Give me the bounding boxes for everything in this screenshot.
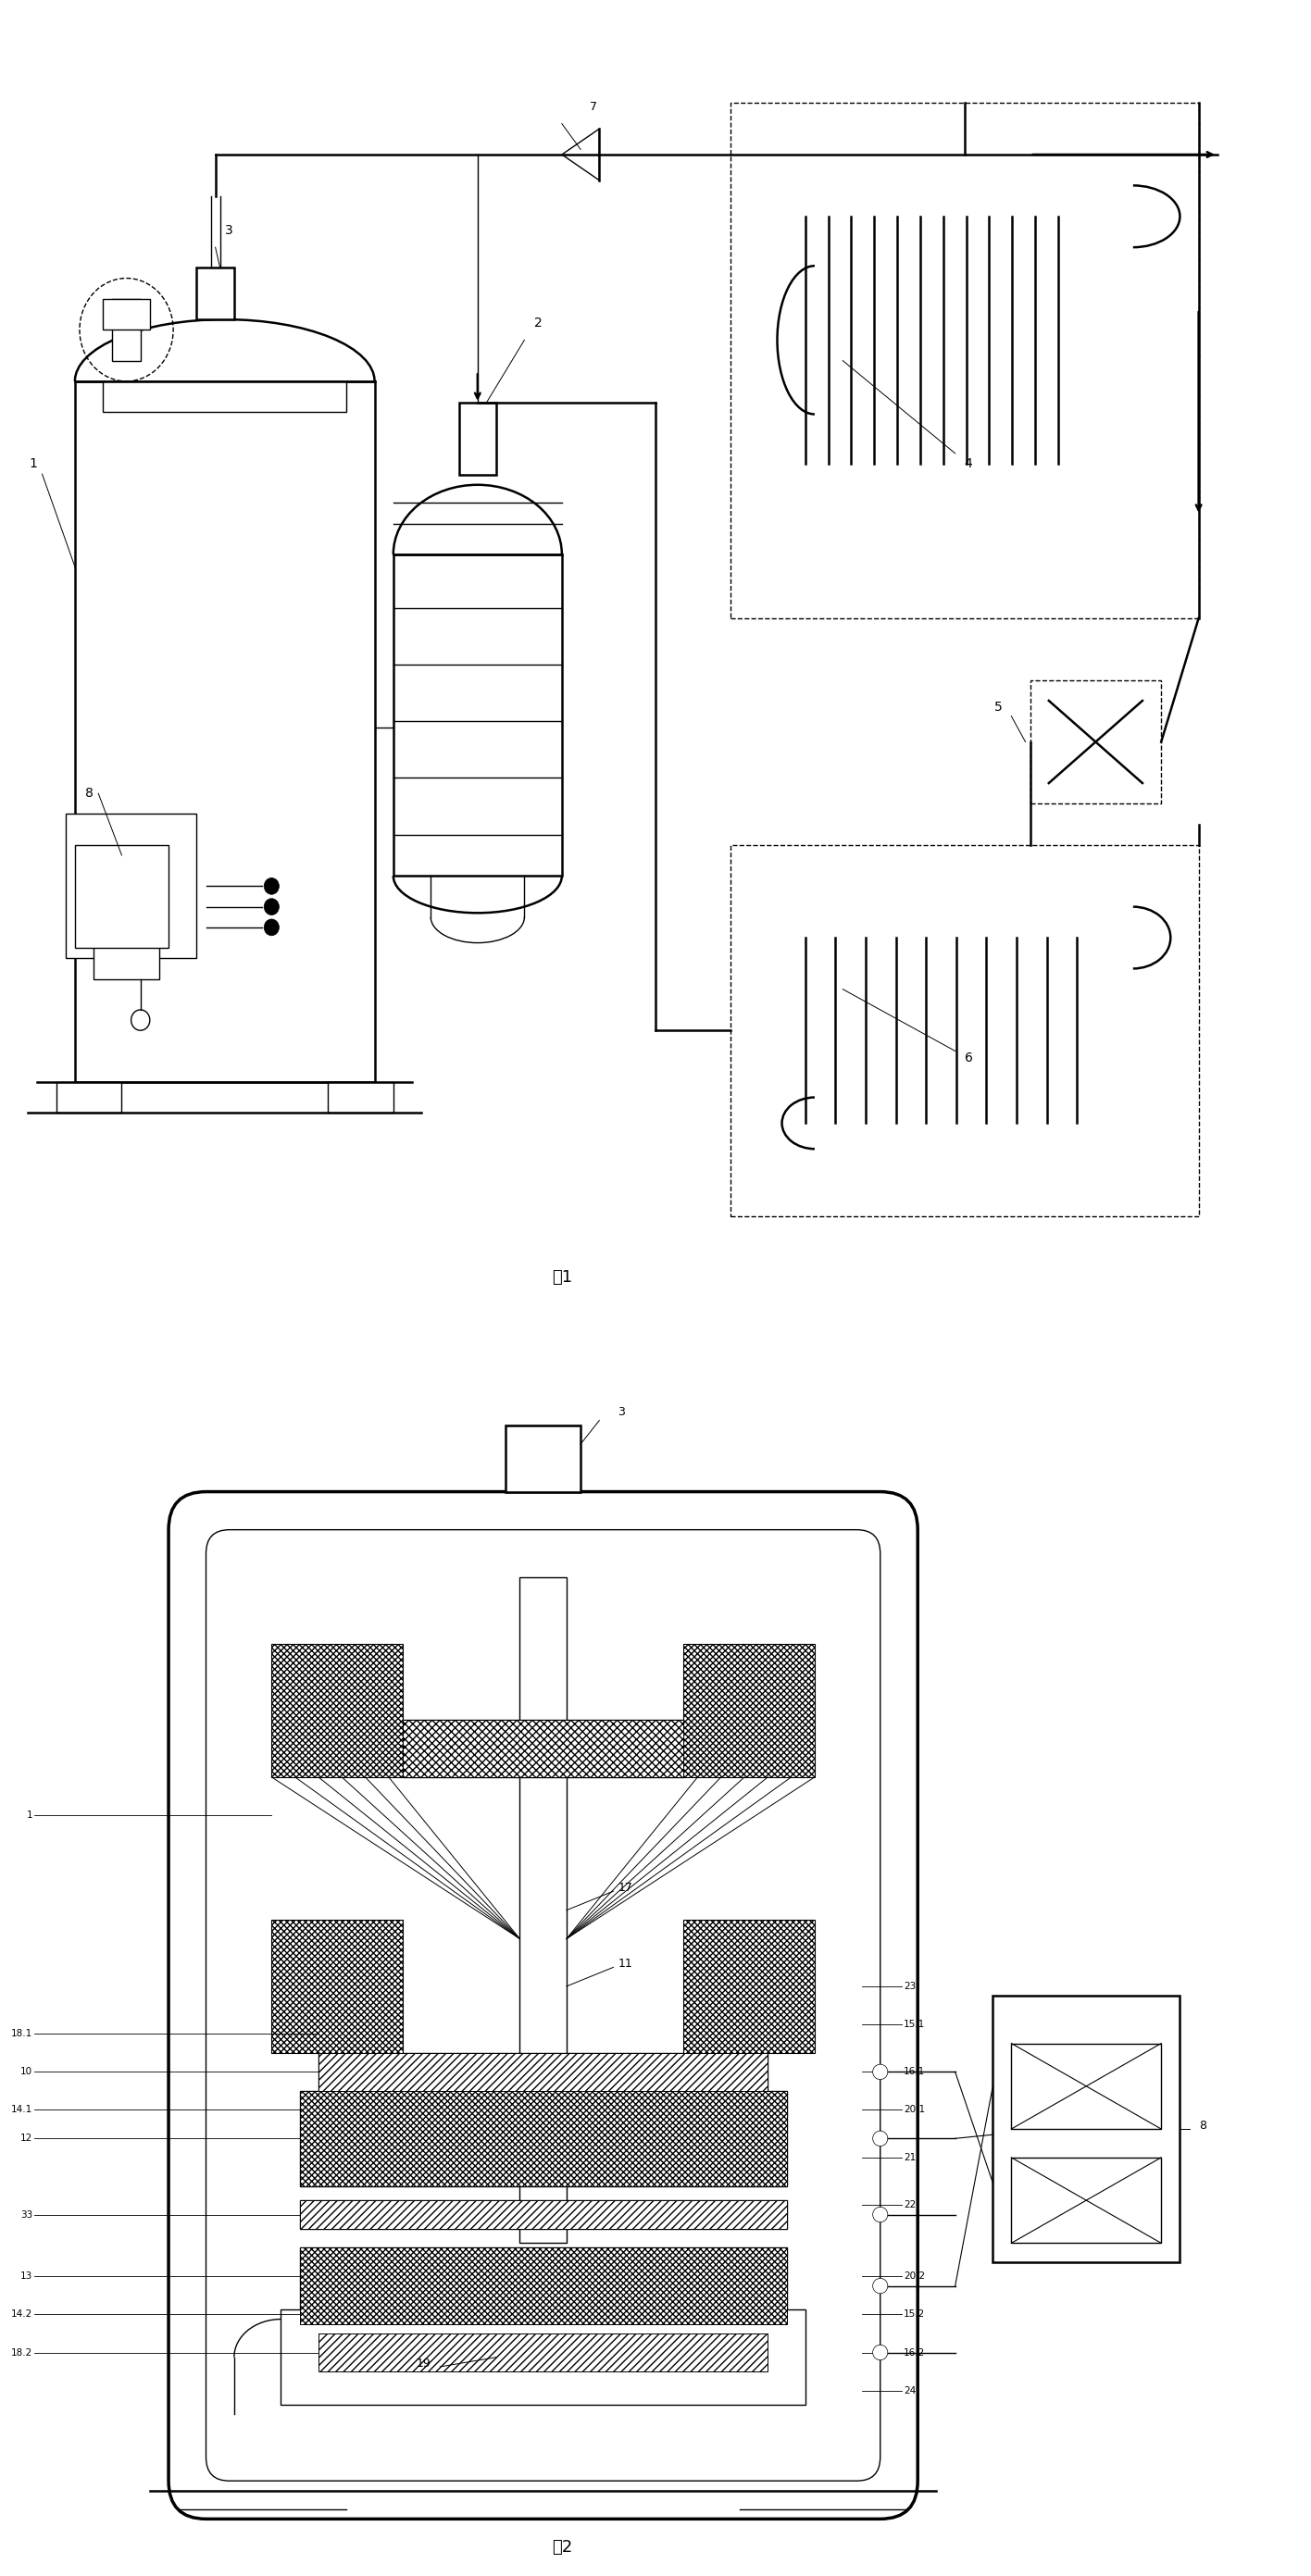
Text: 8: 8 <box>85 786 93 801</box>
Text: 4: 4 <box>965 456 973 471</box>
Bar <box>319 2334 768 2372</box>
Circle shape <box>264 899 279 914</box>
Bar <box>1011 2159 1162 2244</box>
Polygon shape <box>562 129 599 180</box>
Bar <box>197 268 235 319</box>
Bar <box>104 299 149 330</box>
Bar <box>75 845 169 948</box>
Text: 15.1: 15.1 <box>903 2020 926 2030</box>
Text: 11: 11 <box>617 1958 633 1971</box>
Bar <box>113 299 140 361</box>
Bar <box>1030 680 1162 804</box>
Bar <box>992 1996 1180 2262</box>
Bar <box>56 1082 122 1113</box>
Bar <box>459 402 497 474</box>
Bar <box>300 2092 787 2187</box>
Circle shape <box>873 2130 888 2146</box>
Text: 3: 3 <box>617 1406 625 1419</box>
Text: 1: 1 <box>29 456 38 471</box>
Text: 图1: 图1 <box>552 1270 572 1285</box>
Bar <box>271 1643 402 1777</box>
Text: 8: 8 <box>1198 2120 1206 2133</box>
Bar <box>271 1919 402 2053</box>
Bar <box>300 2200 787 2228</box>
Bar <box>319 2053 768 2092</box>
Bar <box>93 927 159 979</box>
Text: 3: 3 <box>224 224 233 237</box>
Bar <box>393 554 562 876</box>
Bar <box>519 1577 566 2244</box>
Text: 24: 24 <box>903 2385 916 2396</box>
Bar <box>402 1721 683 1777</box>
Text: 6: 6 <box>965 1051 973 1064</box>
Bar <box>730 845 1198 1216</box>
Bar <box>506 1425 581 1492</box>
Circle shape <box>873 2344 888 2360</box>
Circle shape <box>264 878 279 894</box>
Text: 12: 12 <box>21 2133 33 2143</box>
Circle shape <box>873 2208 888 2223</box>
Circle shape <box>264 920 279 935</box>
Bar <box>683 1643 814 1777</box>
Bar <box>300 2092 787 2187</box>
Text: 16.2: 16.2 <box>903 2347 926 2357</box>
Text: 7: 7 <box>590 100 598 113</box>
Text: 5: 5 <box>994 701 1002 714</box>
Text: 23: 23 <box>903 1981 916 1991</box>
Text: 18.1: 18.1 <box>12 2030 33 2038</box>
Bar <box>75 381 375 1082</box>
Bar <box>300 2249 787 2324</box>
Text: 17: 17 <box>617 1883 633 1893</box>
Text: 14.2: 14.2 <box>12 2311 33 2318</box>
Text: 19: 19 <box>416 2357 431 2370</box>
Text: 图2: 图2 <box>552 2540 572 2555</box>
Text: 14.1: 14.1 <box>12 2105 33 2115</box>
Text: 10: 10 <box>21 2069 33 2076</box>
Text: 18.2: 18.2 <box>12 2347 33 2357</box>
Text: 20.2: 20.2 <box>903 2272 926 2280</box>
Bar <box>66 814 197 958</box>
Text: 20.1: 20.1 <box>903 2105 926 2115</box>
Text: 16.1: 16.1 <box>903 2069 926 2076</box>
FancyBboxPatch shape <box>169 1492 918 2519</box>
Bar <box>319 2334 768 2372</box>
Bar <box>730 103 1198 618</box>
Text: 2: 2 <box>534 317 541 330</box>
Circle shape <box>873 2277 888 2293</box>
Bar <box>104 381 346 412</box>
Text: 33: 33 <box>21 2210 33 2218</box>
Text: 15.2: 15.2 <box>903 2311 926 2318</box>
Bar <box>328 1082 393 1113</box>
Bar <box>1011 2043 1162 2128</box>
Text: 21: 21 <box>903 2154 916 2161</box>
Text: 13: 13 <box>21 2272 33 2280</box>
Text: 1: 1 <box>26 1811 33 1819</box>
Circle shape <box>131 1010 149 1030</box>
Bar <box>281 2311 805 2406</box>
Bar <box>402 1721 683 1777</box>
Circle shape <box>873 2063 888 2079</box>
Text: 22: 22 <box>903 2200 916 2210</box>
Bar <box>300 2200 787 2228</box>
Bar <box>683 1919 814 2053</box>
Bar <box>300 2249 787 2324</box>
Bar <box>319 2053 768 2092</box>
